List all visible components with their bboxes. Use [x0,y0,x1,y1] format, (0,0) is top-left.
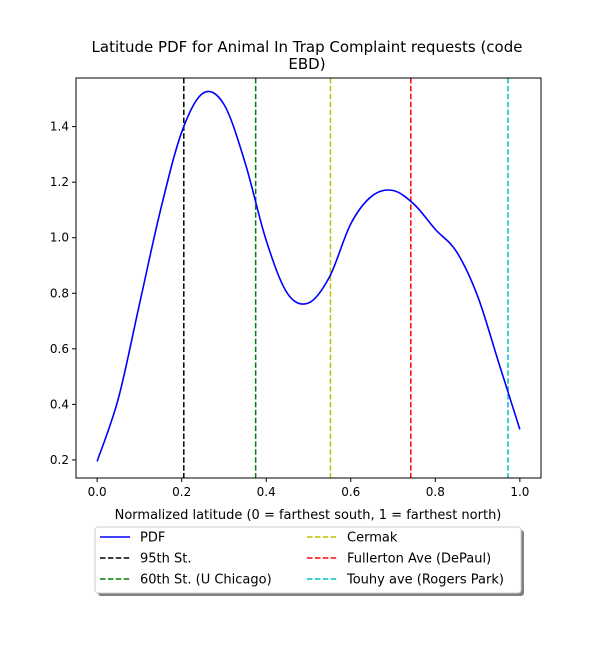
x-tick-label: 1.0 [510,485,529,499]
legend-label: Cermak [347,531,398,546]
y-tick-label: 0.2 [50,453,69,467]
y-tick-label: 1.2 [50,175,69,189]
legend-label: Fullerton Ave (DePaul) [347,552,491,567]
y-tick-label: 0.4 [50,397,69,411]
y-tick-label: 0.6 [50,342,69,356]
legend: PDF Cermak 95th St. Fullerton Ave (DePaul) 6… [94,526,524,596]
y-tick-label: 1.0 [50,231,69,245]
legend-item-cermak: Cermak [307,531,398,546]
legend-label: Touhy ave (Rogers Park) [346,573,504,588]
x-tick-label: 0.2 [172,485,191,499]
x-tick-label: 0.0 [88,485,107,499]
x-tick-label: 0.8 [426,485,445,499]
series-line-pdf [96,90,521,462]
y-axis-ticks: 0.2 0.4 0.6 0.8 1.0 1.2 1.4 [50,120,76,467]
reference-lines [183,78,509,478]
x-tick-label: 0.4 [257,485,276,499]
legend-item-60th-st-u-chicago: 60th St. (U Chicago) [100,573,272,588]
legend-item-95th-st: 95th St. [100,552,192,567]
plot-frame [75,77,542,479]
legend-item-touhy-ave-rogers-park: Touhy ave (Rogers Park) [307,573,504,588]
legend-box [94,526,522,594]
legend-item-pdf: PDF [100,531,165,546]
chart-title-line-2: EBD) [288,55,325,73]
y-tick-label: 1.4 [50,120,69,134]
chart-title-line-1: Latitude PDF for Animal In Trap Complain… [92,38,523,56]
series-layer [96,90,521,462]
legend-label: 95th St. [140,552,192,567]
y-tick-label: 0.8 [50,286,69,300]
legend-items: PDF Cermak 95th St. Fullerton Ave (DePaul) 6… [100,531,504,588]
x-axis-ticks: 0.0 0.2 0.4 0.6 0.8 1.0 [88,478,529,499]
legend-item-fullerton-ave-depaul: Fullerton Ave (DePaul) [307,552,491,567]
x-tick-label: 0.6 [341,485,360,499]
legend-label: PDF [140,531,165,546]
legend-label: 60th St. (U Chicago) [140,573,272,588]
x-axis-label: Normalized latitude (0 = farthest south,… [115,508,502,523]
